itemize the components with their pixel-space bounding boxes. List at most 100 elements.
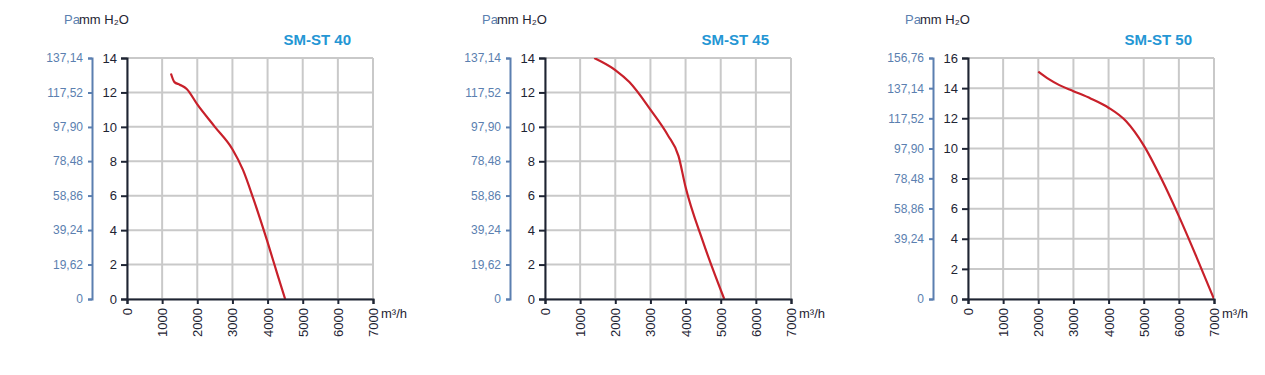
- x-axis-title: m³/h: [1222, 306, 1248, 321]
- x-tick-mark: [302, 299, 304, 304]
- y2-tick-mark: [929, 178, 933, 180]
- x-tick: 4000: [261, 299, 276, 337]
- y-tick: 12: [521, 85, 545, 100]
- y-axis-line: [121, 59, 128, 300]
- y2-tick-mark: [506, 58, 510, 60]
- y-axis: 02468101214: [521, 51, 546, 307]
- y2-tick: 19,62: [471, 258, 510, 272]
- x-tick-label: 2000: [1031, 308, 1046, 337]
- y-tick-mark: [962, 118, 968, 120]
- x-tick-mark: [1178, 299, 1180, 304]
- y2-tick-mark: [506, 92, 510, 94]
- x-tick: 1000: [155, 299, 170, 337]
- y2-tick: 156,76: [887, 51, 933, 65]
- y-axis-line: [539, 59, 546, 300]
- y-tick: 0: [110, 292, 127, 307]
- x-tick: 7000: [366, 299, 381, 337]
- y-tick: 4: [528, 223, 545, 238]
- y-tick-mark: [121, 299, 127, 301]
- x-axis: 01000200030004000500060007000: [120, 299, 381, 337]
- y2-tick-label: 0: [76, 292, 83, 306]
- y2-tick: 0: [917, 292, 933, 306]
- x-tick-label: 4000: [261, 308, 276, 337]
- y2-tick-mark: [88, 195, 92, 197]
- y-tick-label: 4: [110, 223, 117, 238]
- y-tick-label: 12: [103, 85, 117, 100]
- y-tick-label: 10: [944, 141, 958, 156]
- x-tick-mark: [650, 299, 652, 304]
- y2-tick: 97,90: [894, 142, 933, 156]
- chart-title: SM-ST 40: [283, 31, 351, 48]
- x-tick-label: 1000: [996, 308, 1011, 337]
- grid-line: [755, 58, 757, 299]
- y2-tick-label: 39,24: [53, 223, 83, 237]
- y-tick-mark: [962, 148, 968, 150]
- x-tick: 0: [120, 299, 135, 315]
- y-tick: 2: [110, 257, 127, 272]
- x-tick: 7000: [784, 299, 799, 337]
- y2-tick: 58,86: [894, 202, 933, 216]
- x-tick-label: 3000: [1066, 308, 1081, 337]
- grid-line: [302, 58, 304, 299]
- y-tick: 6: [528, 188, 545, 203]
- x-tick-label: 4000: [679, 308, 694, 337]
- grid: [968, 58, 1214, 299]
- y2-tick-label: 78,48: [471, 154, 501, 168]
- y-tick-label: 4: [528, 223, 535, 238]
- y2-axis-line: [929, 59, 934, 300]
- plot-area: [171, 73, 285, 299]
- x-axis-title: m³/h: [799, 306, 825, 321]
- x-tick: 2000: [608, 299, 623, 337]
- y-tick: 14: [103, 51, 127, 66]
- chart-panel: 0100020003000400050006000700002468101214…: [464, 12, 825, 337]
- y2-tick: 39,24: [471, 223, 510, 237]
- y2-axis: 019,6239,2458,8678,4897,90117,52137,14: [46, 51, 92, 306]
- grid-line: [968, 87, 1214, 89]
- y-axis-title: mm H₂O: [920, 12, 970, 27]
- y2-tick: 117,52: [47, 86, 92, 100]
- grid-line: [968, 208, 1214, 210]
- x-tick-mark: [685, 299, 687, 304]
- x-tick-label: 0: [120, 308, 135, 315]
- y2-tick-label: 117,52: [888, 112, 924, 126]
- y-tick-mark: [121, 264, 127, 266]
- y2-tick-mark: [929, 208, 933, 210]
- y2-tick-label: 137,14: [887, 82, 924, 96]
- y2-tick-mark: [88, 92, 92, 94]
- x-tick-mark: [1003, 299, 1005, 304]
- x-tick-mark: [1214, 299, 1216, 304]
- grid-line: [267, 58, 269, 299]
- y2-tick-mark: [929, 118, 933, 120]
- grid-line: [545, 195, 791, 197]
- x-tick-label: 2000: [190, 308, 205, 337]
- y2-axis-line: [88, 59, 93, 300]
- y2-tick-mark: [929, 148, 933, 150]
- y2-tick-label: 156,76: [887, 51, 924, 65]
- grid-line: [231, 58, 233, 299]
- y2-tick: 58,86: [471, 189, 510, 203]
- grid-line: [127, 126, 373, 128]
- y2-tick: 19,62: [53, 258, 92, 272]
- y2-tick-label: 19,62: [471, 258, 501, 272]
- y-tick-mark: [121, 230, 127, 232]
- x-tick-label: 7000: [1207, 308, 1222, 337]
- y-tick-mark: [962, 58, 968, 60]
- y-tick-mark: [121, 58, 127, 60]
- y-tick: 2: [528, 257, 545, 272]
- grid-line: [685, 58, 687, 299]
- y2-tick-mark: [88, 161, 92, 163]
- x-tick-label: 6000: [1172, 308, 1187, 337]
- y-tick-label: 12: [944, 111, 958, 126]
- x-tick-mark: [580, 299, 582, 304]
- y-tick-label: 14: [521, 51, 535, 66]
- y2-tick: 137,14: [464, 51, 510, 65]
- x-axis-line: [969, 300, 1215, 305]
- y-tick-mark: [539, 92, 545, 94]
- chart-panel: 0100020003000400050006000700002468101214…: [46, 12, 407, 337]
- x-tick: 6000: [1172, 299, 1187, 337]
- y2-tick: 78,48: [53, 154, 92, 168]
- y2-tick: 39,24: [894, 232, 933, 246]
- y2-tick: 97,90: [53, 120, 92, 134]
- grid-line: [968, 57, 1214, 59]
- x-tick: 4000: [679, 299, 694, 337]
